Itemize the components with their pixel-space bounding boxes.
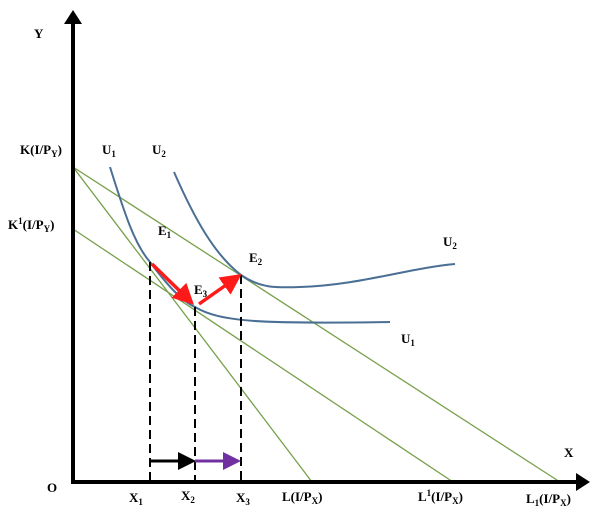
origin-label: O [47, 480, 57, 495]
x-axis-label: X [564, 445, 574, 460]
y-axis-label: Y [34, 26, 44, 41]
label-e3: E3 [194, 282, 208, 299]
arrow-e1-to-e3 [150, 262, 195, 305]
label-u2-right: U2 [443, 234, 457, 251]
label-l-sup1-intercept: L1(I/PX) [418, 488, 463, 506]
indifference-curve-u1 [109, 166, 391, 324]
label-u2-top: U2 [152, 142, 166, 159]
label-x3: X3 [236, 490, 250, 507]
label-l-sub1-intercept: L1(I/PX) [526, 491, 571, 508]
label-e1: E1 [158, 223, 172, 240]
label-l-intercept: L(I/PX) [282, 489, 322, 506]
label-u1-top: U1 [102, 142, 116, 159]
indifference-curve-u2 [173, 171, 456, 289]
budget-line-k-l [72, 166, 313, 483]
label-k-intercept: K(I/PY) [20, 142, 62, 159]
label-u1-right: U1 [401, 331, 415, 348]
label-x1: X1 [129, 490, 143, 507]
arrow-e3-to-e2 [197, 273, 242, 306]
label-e2: E2 [249, 250, 263, 267]
label-k1-intercept: K1(I/PY) [8, 216, 54, 234]
budget-line-k1-l1 [72, 228, 454, 483]
label-x2: X2 [181, 488, 195, 505]
y-axis-arrowhead [64, 10, 82, 24]
budget-line-k-l1 [72, 166, 561, 483]
x-axis-arrowhead [576, 473, 590, 491]
